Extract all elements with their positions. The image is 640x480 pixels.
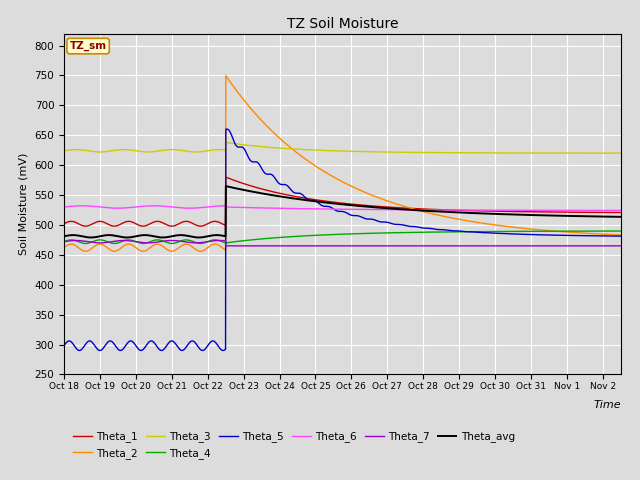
Theta_5 [60,343,68,348]
Theta_3 [499,150,506,156]
Theta_6 [601,207,609,213]
Theta_3 [617,150,625,156]
Theta_1 [196,223,204,229]
Theta_2 [601,231,609,237]
Theta_avg [617,214,625,220]
Theta_1 [317,198,324,204]
Theta_1 [499,208,507,214]
Theta_3 [88,149,96,155]
Theta_4 [88,239,96,245]
Text: TZ_sm: TZ_sm [70,41,107,51]
Theta_1 [222,174,230,180]
Legend: Theta_1, Theta_2, Theta_3, Theta_4, Theta_5, Theta_6, Theta_7, Theta_avg: Theta_1, Theta_2, Theta_3, Theta_4, Thet… [69,427,519,463]
Theta_7 [317,243,324,249]
Line: Theta_4: Theta_4 [64,231,621,243]
Line: Theta_2: Theta_2 [64,76,621,251]
Theta_7 [72,238,80,243]
Theta_avg [332,201,339,206]
Theta_2 [602,231,609,237]
Theta_6 [601,207,609,213]
Theta_avg [222,183,230,189]
Theta_2 [60,245,68,251]
Theta_avg [602,214,609,219]
Theta_5 [617,233,625,239]
Theta_4 [331,231,339,237]
Theta_2 [332,175,339,181]
Theta_2 [88,245,96,251]
Theta_1 [88,221,96,227]
Theta_5 [332,207,339,213]
Line: Theta_avg: Theta_avg [64,186,621,238]
Theta_4 [60,239,68,244]
Theta_3 [222,140,230,145]
Y-axis label: Soil Moisture (mV): Soil Moisture (mV) [19,153,29,255]
Theta_6 [60,204,68,210]
Theta_5 [96,348,104,353]
Theta_6 [316,206,324,212]
Theta_6 [331,206,339,212]
Theta_4 [601,228,609,234]
Theta_1 [60,221,68,227]
Theta_1 [602,210,609,216]
Theta_avg [89,235,97,240]
Theta_5 [223,126,230,132]
Theta_2 [222,73,230,79]
Theta_7 [222,243,230,249]
Text: Time: Time [593,400,621,410]
Theta_avg [601,214,609,219]
Line: Theta_6: Theta_6 [64,206,621,210]
Theta_5 [601,233,609,239]
Theta_avg [499,211,507,217]
Theta_7 [60,239,68,244]
Line: Theta_3: Theta_3 [64,143,621,153]
Theta_6 [221,203,229,209]
Theta_5 [499,230,507,236]
Theta_3 [601,150,609,156]
Theta_7 [89,240,97,245]
Line: Theta_5: Theta_5 [64,129,621,350]
Theta_4 [601,228,609,234]
Theta_2 [499,223,507,229]
Theta_5 [602,233,609,239]
Theta_avg [60,233,68,239]
Theta_7 [332,243,339,249]
Line: Theta_1: Theta_1 [64,177,621,226]
Title: TZ Soil Moisture: TZ Soil Moisture [287,17,398,31]
Theta_7 [602,243,609,249]
Theta_avg [317,199,324,205]
Theta_2 [617,232,625,238]
Theta_4 [499,228,506,234]
Theta_4 [617,228,625,234]
Theta_3 [331,148,339,154]
Theta_7 [617,243,625,249]
Theta_4 [196,240,204,246]
Theta_4 [316,232,324,238]
Theta_5 [317,202,324,207]
Theta_3 [60,148,68,154]
Theta_1 [617,210,625,216]
Theta_3 [316,147,324,153]
Theta_7 [499,243,507,249]
Theta_2 [317,167,324,172]
Theta_5 [88,340,96,346]
Line: Theta_7: Theta_7 [64,240,621,246]
Theta_1 [601,210,609,216]
Theta_6 [617,207,625,213]
Theta_2 [196,248,204,254]
Theta_6 [499,207,506,213]
Theta_avg [87,235,95,240]
Theta_6 [88,204,96,209]
Theta_3 [601,150,609,156]
Theta_7 [601,243,609,249]
Theta_1 [332,200,339,205]
